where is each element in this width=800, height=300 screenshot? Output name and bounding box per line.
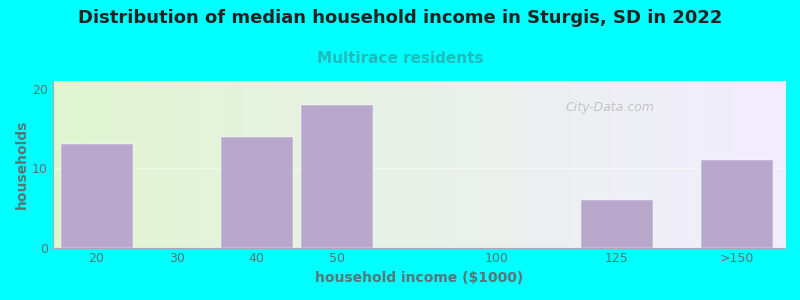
Bar <box>581 200 653 248</box>
X-axis label: household income ($1000): household income ($1000) <box>314 271 523 285</box>
Bar <box>701 160 773 248</box>
Text: Distribution of median household income in Sturgis, SD in 2022: Distribution of median household income … <box>78 9 722 27</box>
Bar <box>301 105 373 247</box>
Text: Multirace residents: Multirace residents <box>317 51 483 66</box>
Bar <box>61 145 133 248</box>
Y-axis label: households: households <box>15 120 29 209</box>
Bar <box>221 136 293 248</box>
Text: City-Data.com: City-Data.com <box>566 101 654 114</box>
